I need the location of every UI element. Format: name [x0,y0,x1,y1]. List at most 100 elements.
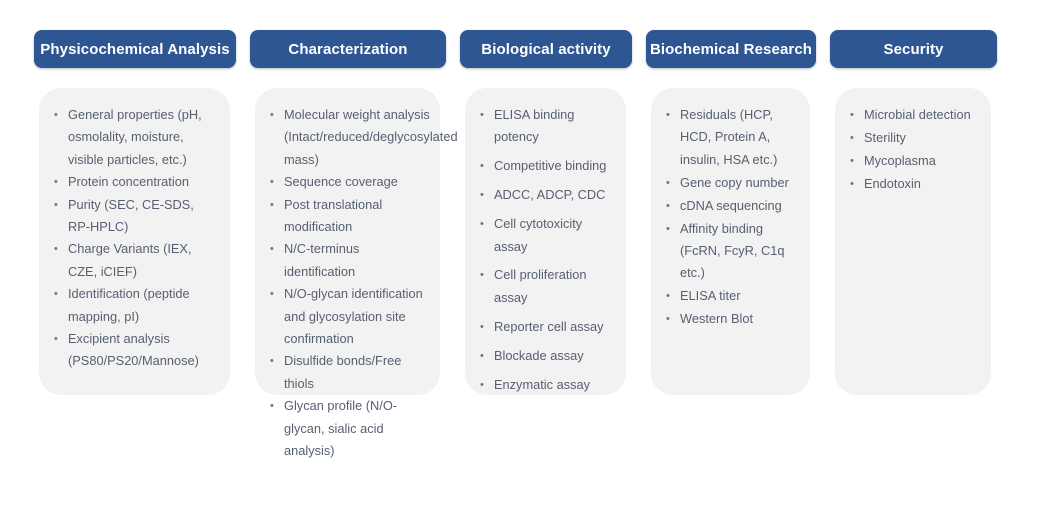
list-item-text: Sterility [864,129,906,145]
item-list: • ELISA binding potency • Competitive bind… [477,104,614,396]
category-board: Physicochemical Analysis • General proper… [34,30,997,458]
list-item: • Gene copy number [663,172,798,194]
list-item-text: N/O-glycan identification and glycosylat… [284,286,423,347]
list-item: • N/O-glycan identification and glycosyla… [267,283,428,350]
list-item-text: Cell proliferation assay [494,267,587,305]
list-item: • Affinity binding (FcRN, FcyR, C1q etc.) [663,218,798,285]
bullet-icon: • [666,199,670,212]
item-list: • Microbial detection • Sterility • Mycopla… [847,104,979,195]
list-item: • Reporter cell assay [477,316,614,338]
bullet-icon: • [666,222,670,235]
list-item-text: ADCC, ADCP, CDC [494,187,606,203]
list-item: • N/C-terminus identification [267,238,428,283]
bullet-icon: • [480,218,484,231]
list-item: • Cell proliferation assay [477,264,614,309]
bullet-icon: • [54,198,58,211]
list-item-text: N/C-terminus identification [284,241,360,279]
bullet-icon: • [480,378,484,391]
list-item: • ELISA binding potency [477,104,614,149]
bullet-icon: • [480,349,484,362]
list-item: • Mycoplasma [847,150,979,172]
list-item: • Residuals (HCP, HCD, Protein A, insulin… [663,104,798,171]
list-item-text: Enzymatic assay [494,376,591,392]
column-security: Security • Microbial detection • Sterility… [830,30,997,395]
list-item-text: Microbial detection [864,107,971,122]
header-security: Security [830,30,997,68]
item-list: • General properties (pH, osmolality, moi… [51,104,218,373]
list-item-text: Endotoxin [864,175,921,191]
item-list: • Molecular weight analysis (Intact/reduc… [267,104,458,463]
list-item-text: Gene copy number [680,174,789,190]
list-item: • ELISA titer [663,285,798,307]
list-item: • Purity (SEC, CE-SDS, RP-HPLC) [51,194,218,239]
bullet-icon: • [666,176,670,189]
bullet-icon: • [480,109,484,121]
bullet-icon: • [54,243,58,256]
list-item: • Sequence coverage [267,171,428,193]
list-item: • Protein concentration [51,171,218,193]
bullet-icon: • [480,160,484,173]
card-biological-activity: • ELISA binding potency • Competitive bind… [465,88,626,395]
list-item-text: Glycan profile (N/O-glycan, sialic acid … [284,398,398,459]
list-item-text: ELISA binding potency [494,107,575,145]
list-item-text: cDNA sequencing [680,197,782,213]
list-item-text: Western Blot [680,311,754,327]
bullet-icon: • [270,355,274,368]
list-item: • Excipient analysis (PS80/PS20/Mannose) [51,328,218,373]
list-item: • ADCC, ADCP, CDC [477,184,614,206]
list-item: • General properties (pH, osmolality, moi… [51,104,218,171]
list-item: • Disulfide bonds/Free thiols [267,350,428,395]
list-item: • Sterility [847,127,979,149]
list-item-text: Sequence coverage [284,174,398,190]
list-item-text: Protein concentration [68,174,189,190]
header-biochemical-research: Biochemical Research [646,30,816,68]
item-list: • Residuals (HCP, HCD, Protein A, insulin… [663,104,798,331]
bullet-icon: • [850,177,854,190]
list-item: • Identification (peptide mapping, pI) [51,283,218,328]
list-item-text: Blockade assay [494,347,584,363]
bullet-icon: • [850,131,854,144]
bullet-icon: • [850,109,854,121]
list-item: • Microbial detection [847,104,979,126]
bullet-icon: • [666,290,670,303]
list-item-text: General properties (pH, osmolality, mois… [68,107,202,167]
list-item: • Molecular weight analysis (Intact/reduc… [267,104,458,171]
bullet-icon: • [270,176,274,189]
bullet-icon: • [270,243,274,256]
list-item: • Competitive binding [477,155,614,177]
bullet-icon: • [54,176,58,189]
bullet-icon: • [480,189,484,202]
card-characterization: • Molecular weight analysis (Intact/reduc… [255,88,458,458]
list-item: • Glycan profile (N/O-glycan, sialic acid… [267,395,428,462]
list-item-text: Disulfide bonds/Free thiols [284,353,402,391]
bullet-icon: • [480,320,484,333]
bullet-icon: • [850,154,854,167]
list-item-text: Purity (SEC, CE-SDS, RP-HPLC) [68,196,194,235]
card-security: • Microbial detection • Sterility • Mycopla… [835,88,991,395]
list-item-text: Cell cytotoxicity assay [494,216,583,254]
list-item: • Cell cytotoxicity assay [477,213,614,258]
list-item-text: Post translational modification [284,196,383,235]
column-physicochemical-analysis: Physicochemical Analysis • General proper… [34,30,236,395]
list-item-text: Affinity binding (FcRN, FcyR, C1q etc.) [680,220,785,281]
list-item-text: Mycoplasma [864,152,936,168]
header-biological-activity: Biological activity [460,30,632,68]
list-item: • cDNA sequencing [663,195,798,217]
list-item: • Charge Variants (IEX, CZE, iCIEF) [51,238,218,283]
card-physicochemical-analysis: • General properties (pH, osmolality, moi… [39,88,230,395]
list-item: • Blockade assay [477,345,614,367]
list-item: • Enzymatic assay [477,374,614,396]
bullet-icon: • [54,109,58,121]
bullet-icon: • [270,109,274,121]
list-item-text: Reporter cell assay [494,318,604,334]
list-item: • Western Blot [663,308,798,330]
list-item-text: ELISA titer [680,288,741,304]
column-biochemical-research: Biochemical Research • Residuals (HCP, HC… [646,30,816,395]
bullet-icon: • [270,400,274,413]
column-characterization: Characterization • Molecular weight analy… [250,30,458,458]
card-biochemical-research: • Residuals (HCP, HCD, Protein A, insulin… [651,88,810,395]
list-item-text: Identification (peptide mapping, pI) [68,286,190,324]
header-characterization: Characterization [250,30,446,68]
header-physicochemical-analysis: Physicochemical Analysis [34,30,236,68]
bullet-icon: • [54,333,58,346]
